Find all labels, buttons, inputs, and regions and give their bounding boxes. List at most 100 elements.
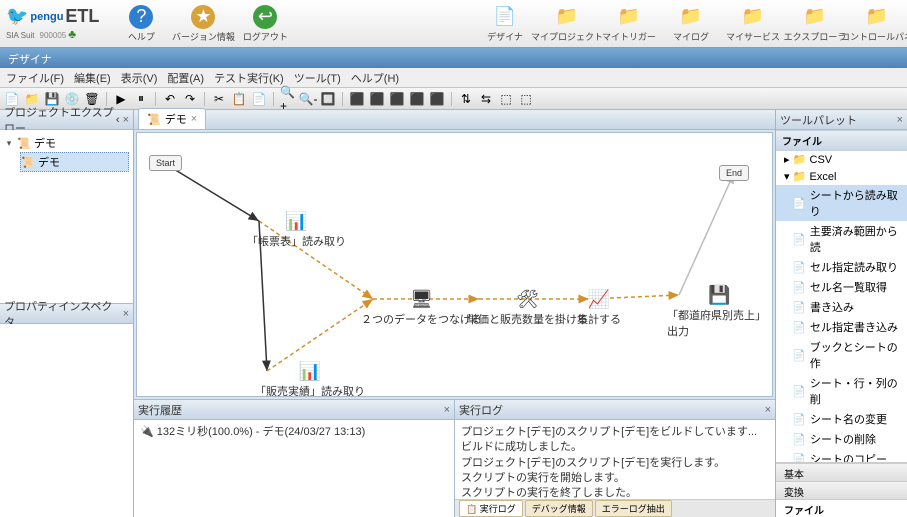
palette-bottom-tab[interactable]: 基本 [776, 463, 907, 481]
caret-down-icon[interactable]: ▾ [4, 138, 14, 149]
header-buttons-right: 📄デザイナ📁マイプロジェクト📁マイトリガー📁マイログ📁マイサービス📁エクスプロー… [481, 5, 901, 43]
log-tab[interactable]: 📋 実行ログ [459, 500, 523, 517]
header-button-label: マイプロジェクト [531, 30, 603, 43]
flow-node-n6[interactable]: 💾「都道府県別売上」出力 [667, 283, 772, 339]
palette-item-label: シート名の変更 [810, 411, 887, 427]
toolbar-button[interactable]: 📋 [231, 91, 247, 107]
tool-palette: ▸📁CSV▾📁Excel 📄 シートから読み取り📄主要済み範囲から読📄セル指定読み取… [776, 151, 907, 463]
app-header: 🐦pengu ETL SIA Suit 900005♣ ?ヘルプ★バージョン情報… [0, 0, 907, 48]
palette-item[interactable]: 📄ブックとシートの作 [776, 337, 907, 373]
menu-item[interactable]: ファイル(F) [6, 70, 64, 86]
flow-node-n1[interactable]: 📊「帳票表」読み取り [247, 209, 346, 249]
palette-category[interactable]: ファイル [776, 130, 907, 151]
log-tab[interactable]: デバッグ情報 [525, 500, 593, 517]
close-icon[interactable]: × [765, 404, 771, 416]
tree-root[interactable]: ▾ 📜 デモ [4, 134, 129, 152]
node-icon: 🖥 [410, 287, 434, 311]
menu-item[interactable]: 配置(A) [167, 70, 204, 86]
logout-button[interactable]: ↩ログアウト [241, 5, 289, 43]
toolbar-button[interactable]: 🔍- [300, 91, 316, 107]
explorer-close-icon[interactable]: × [123, 114, 129, 126]
palette-item[interactable]: 📄シートのコピー [776, 449, 907, 463]
tree-child[interactable]: 📜 デモ [20, 152, 129, 172]
palette-item[interactable]: 📄シート・行・列の削 [776, 373, 907, 409]
toolbar-button[interactable]: 📄 [251, 91, 267, 107]
caret-icon[interactable]: ▾ [784, 170, 790, 183]
controlpanel-button[interactable]: 📁コントロールパネ [853, 5, 901, 43]
leaf-icon: ♣ [68, 27, 76, 41]
palette-item[interactable]: 📄シートの削除 [776, 429, 907, 449]
controlpanel-icon: 📁 [865, 5, 889, 29]
toolbar-button[interactable]: ⬛ [369, 91, 385, 107]
toolbar-button[interactable]: ⏸ [133, 91, 149, 107]
mylog-button[interactable]: 📁マイログ [667, 5, 715, 43]
explorer-button[interactable]: 📁エクスプローラ [791, 5, 839, 43]
palette-item[interactable]: 📄書き込み [776, 297, 907, 317]
menu-item[interactable]: ツール(T) [294, 70, 341, 86]
node-icon: 📈 [587, 287, 611, 311]
myproject-button[interactable]: 📁マイプロジェクト [543, 5, 591, 43]
caret-icon[interactable]: ▸ [784, 153, 790, 166]
palette-item-label: シートから読み取り [810, 187, 903, 219]
inspector-close-icon[interactable]: × [123, 308, 129, 320]
toolbar-button[interactable]: ↶ [162, 91, 178, 107]
sheet-icon: 📄 [792, 197, 806, 209]
help-button[interactable]: ?ヘルプ [117, 5, 165, 43]
flow-node-n4[interactable]: 🛠単価と販売数量を掛ける [467, 287, 588, 327]
node-icon: 🛠 [516, 287, 540, 311]
toolbar-button[interactable]: ↷ [182, 91, 198, 107]
menu-item[interactable]: 表示(V) [121, 70, 158, 86]
flow-node-n3[interactable]: 🖥２つのデータをつなげる [361, 287, 482, 327]
palette-folder-label: Excel [810, 171, 837, 183]
exec-history-title: 実行履歴× [134, 400, 454, 420]
palette-item[interactable]: 📄 シートから読み取り [776, 185, 907, 221]
flow-node-n2[interactable]: 📊「販売実績」読み取り [255, 359, 365, 397]
toolbar-button[interactable]: ⬛ [409, 91, 425, 107]
toolbar-button[interactable]: ⬛ [429, 91, 445, 107]
toolbar-button[interactable]: ⬛ [389, 91, 405, 107]
header-button-label: マイログ [673, 30, 709, 43]
flow-node-n5[interactable]: 📈集計する [577, 287, 621, 327]
flow-node-end[interactable]: End [719, 165, 749, 181]
tab-close-icon[interactable]: × [191, 113, 197, 125]
log-tab[interactable]: エラーログ抽出 [595, 500, 672, 517]
palette-bottom-tab[interactable]: 変換 [776, 481, 907, 499]
palette-bottom-tab[interactable]: ファイル [776, 499, 907, 517]
explorer-min-icon[interactable]: ‹ [116, 114, 120, 126]
palette-item[interactable]: 📄主要済み範囲から読 [776, 221, 907, 257]
tool-palette-title: ツールパレット× [776, 110, 907, 130]
mytrigger-button[interactable]: 📁マイトリガー [605, 5, 653, 43]
flow-node-start[interactable]: Start [149, 155, 182, 171]
center-column: 📜 デモ × Start 📊「帳票表」読み取り 📊「販売実績」読み取り 🖥２つのデータ… [134, 110, 775, 517]
menu-item[interactable]: 編集(E) [74, 70, 111, 86]
menu-item[interactable]: テスト実行(K) [214, 70, 284, 86]
toolbar-button[interactable]: 🔍+ [280, 91, 296, 107]
toolbar-separator [342, 92, 343, 106]
toolbar-button[interactable]: ⬚ [518, 91, 534, 107]
toolbar-button[interactable]: ✂ [211, 91, 227, 107]
palette-folder[interactable]: ▾📁Excel [776, 168, 907, 185]
menu-item[interactable]: ヘルプ(H) [351, 70, 399, 86]
toolbar-button[interactable]: ⇅ [458, 91, 474, 107]
toolbar-button[interactable]: ⬚ [498, 91, 514, 107]
palette-item-label: セル名一覧取得 [810, 279, 887, 295]
palette-item[interactable]: 📄シート名の変更 [776, 409, 907, 429]
close-icon[interactable]: × [897, 114, 903, 126]
myservice-button[interactable]: 📁マイサービス [729, 5, 777, 43]
toolbar-button[interactable]: ⇆ [478, 91, 494, 107]
designer-button[interactable]: 📄デザイナ [481, 5, 529, 43]
close-icon[interactable]: × [444, 404, 450, 416]
toolbar-button[interactable]: ⬛ [349, 91, 365, 107]
toolbar-button[interactable]: 🔲 [320, 91, 336, 107]
version-button[interactable]: ★バージョン情報 [179, 5, 227, 43]
header-button-label: バージョン情報 [172, 30, 235, 43]
palette-folder[interactable]: ▸📁CSV [776, 151, 907, 168]
script-icon: 📜 [21, 156, 35, 168]
flow-canvas[interactable]: Start 📊「帳票表」読み取り 📊「販売実績」読み取り 🖥２つのデータをつなげる🛠単… [136, 132, 773, 397]
palette-item[interactable]: 📄セル指定書き込み [776, 317, 907, 337]
palette-item[interactable]: 📄セル指定読み取り [776, 257, 907, 277]
node-label: 集計する [577, 311, 621, 327]
palette-item[interactable]: 📄セル名一覧取得 [776, 277, 907, 297]
sheet-icon: 📄 [792, 301, 806, 313]
canvas-tab[interactable]: 📜 デモ × [138, 108, 206, 129]
